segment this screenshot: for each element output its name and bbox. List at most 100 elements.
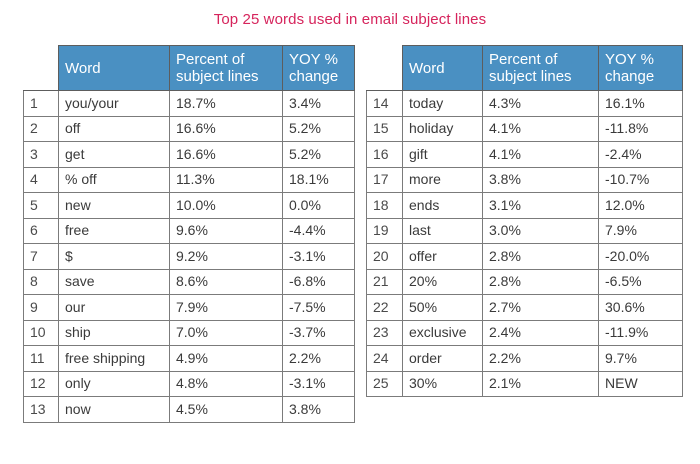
words-table-left: Word Percent of subject lines YOY % chan… (23, 45, 355, 423)
word-cell: exclusive (402, 319, 483, 346)
rank-cell: 7 (23, 243, 59, 270)
word-cell: holiday (402, 115, 483, 142)
rank-cell: 17 (366, 166, 403, 193)
words-table-left-body: 1 you/your 18.7% 3.4% 2 off 16.6% 5.2% 3 get 16.6%… (23, 90, 355, 423)
word-cell: only (58, 370, 170, 397)
table-header-row: Word Percent of subject lines YOY % chan… (366, 45, 683, 91)
percent-cell: 2.4% (482, 319, 599, 346)
table-row: 25 30% 2.1% NEW (366, 370, 683, 397)
table-row: 23 exclusive 2.4% -11.9% (366, 319, 683, 346)
yoy-cell: -6.8% (282, 268, 355, 295)
percent-cell: 2.8% (482, 268, 599, 295)
word-cell: today (402, 90, 483, 117)
percent-cell: 3.8% (482, 166, 599, 193)
yoy-cell: 9.7% (598, 345, 683, 372)
table-row: 14 today 4.3% 16.1% (366, 90, 683, 117)
yoy-cell: 3.8% (282, 396, 355, 423)
word-cell: new (58, 192, 170, 219)
percent-cell: 8.6% (169, 268, 283, 295)
table-row: 21 20% 2.8% -6.5% (366, 268, 683, 295)
rank-header (366, 45, 403, 91)
yoy-header: YOY % change (598, 45, 683, 91)
table-row: 12 only 4.8% -3.1% (23, 370, 355, 397)
yoy-cell: 5.2% (282, 141, 355, 168)
percent-cell: 4.1% (482, 141, 599, 168)
yoy-header: YOY % change (282, 45, 355, 91)
table-row: 4% off 11.3% 18.1% (23, 166, 355, 193)
yoy-cell: 5.2% (282, 115, 355, 142)
rank-cell: 20 (366, 243, 403, 270)
word-cell: more (402, 166, 483, 193)
yoy-cell: -2.4% (598, 141, 683, 168)
rank-cell: 4 (23, 166, 59, 193)
yoy-cell: -7.5% (282, 294, 355, 321)
word-cell: off (58, 115, 170, 142)
percent-cell: 16.6% (169, 141, 283, 168)
percent-cell: 2.8% (482, 243, 599, 270)
percent-cell: 4.5% (169, 396, 283, 423)
yoy-cell: -4.4% (282, 217, 355, 244)
word-cell: gift (402, 141, 483, 168)
word-cell: 20% (402, 268, 483, 295)
yoy-cell: -11.9% (598, 319, 683, 346)
word-cell: save (58, 268, 170, 295)
rank-cell: 8 (23, 268, 59, 295)
word-cell: ship (58, 319, 170, 346)
yoy-cell: -3.1% (282, 370, 355, 397)
table-row: 10 ship 7.0% -3.7% (23, 319, 355, 346)
word-cell: offer (402, 243, 483, 270)
yoy-cell: -20.0% (598, 243, 683, 270)
percent-cell: 18.7% (169, 90, 283, 117)
yoy-cell: -6.5% (598, 268, 683, 295)
table-row: 19 last 3.0% 7.9% (366, 217, 683, 244)
word-cell: get (58, 141, 170, 168)
rank-cell: 22 (366, 294, 403, 321)
page-title: Top 25 words used in email subject lines (213, 11, 487, 28)
percent-cell: 3.1% (482, 192, 599, 219)
rank-cell: 18 (366, 192, 403, 219)
yoy-cell: -11.8% (598, 115, 683, 142)
word-cell: $ (58, 243, 170, 270)
table-row: 13 now 4.5% 3.8% (23, 396, 355, 423)
yoy-cell: -3.7% (282, 319, 355, 346)
percent-cell: 11.3% (169, 166, 283, 193)
table-row: 24 order 2.2% 9.7% (366, 345, 683, 372)
percent-cell: 4.8% (169, 370, 283, 397)
table-header-row: Word Percent of subject lines YOY % chan… (23, 45, 355, 91)
word-cell: ends (402, 192, 483, 219)
table-row: 8 save 8.6% -6.8% (23, 268, 355, 295)
yoy-cell: 0.0% (282, 192, 355, 219)
table-row: 7 $9.2% -3.1% (23, 243, 355, 270)
percent-cell: 4.1% (482, 115, 599, 142)
percent-cell: 2.2% (482, 345, 599, 372)
percent-cell: 7.0% (169, 319, 283, 346)
table-row: 16 gift 4.1% -2.4% (366, 141, 683, 168)
rank-cell: 3 (23, 141, 59, 168)
rank-cell: 15 (366, 115, 403, 142)
word-header: Word (402, 45, 483, 91)
yoy-cell: 7.9% (598, 217, 683, 244)
word-cell: order (402, 345, 483, 372)
rank-cell: 5 (23, 192, 59, 219)
rank-cell: 11 (23, 345, 59, 372)
percent-cell: 9.6% (169, 217, 283, 244)
yoy-cell: 2.2% (282, 345, 355, 372)
table-row: 11 free shipping 4.9% 2.2% (23, 345, 355, 372)
word-header: Word (58, 45, 170, 91)
rank-cell: 6 (23, 217, 59, 244)
percent-header: Percent of subject lines (169, 45, 283, 91)
rank-cell: 24 (366, 345, 403, 372)
rank-cell: 10 (23, 319, 59, 346)
yoy-cell: 30.6% (598, 294, 683, 321)
word-cell: you/your (58, 90, 170, 117)
yoy-cell: 3.4% (282, 90, 355, 117)
table-row: 2 off 16.6% 5.2% (23, 115, 355, 142)
rank-cell: 19 (366, 217, 403, 244)
word-cell: 30% (402, 370, 483, 397)
table-row: 17 more 3.8% -10.7% (366, 166, 683, 193)
word-cell: free shipping (58, 345, 170, 372)
rank-cell: 14 (366, 90, 403, 117)
rank-cell: 2 (23, 115, 59, 142)
percent-cell: 2.1% (482, 370, 599, 397)
table-row: 3 get 16.6% 5.2% (23, 141, 355, 168)
